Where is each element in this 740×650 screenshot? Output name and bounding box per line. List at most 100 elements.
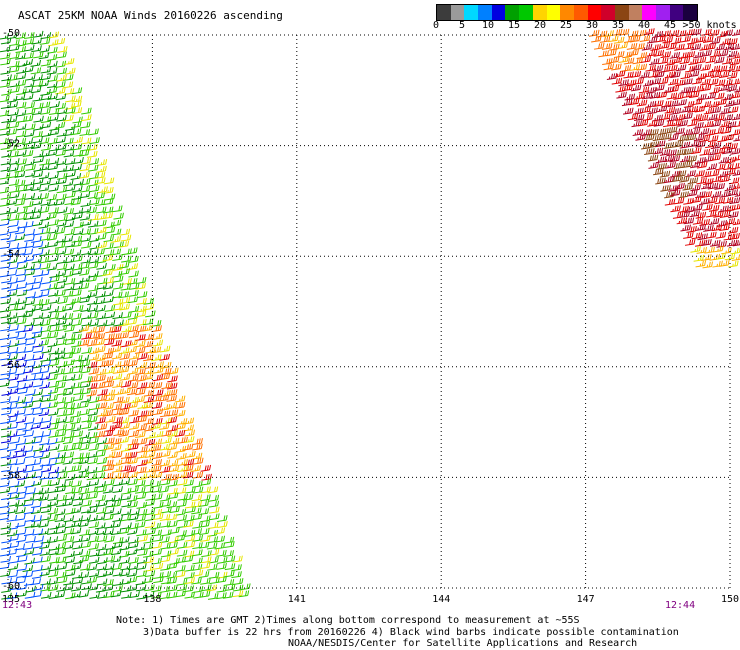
wind-barb	[15, 353, 27, 361]
wind-barb	[71, 100, 82, 108]
wind-barb	[127, 359, 138, 367]
wind-barb	[110, 228, 122, 236]
wind-barb	[24, 360, 36, 368]
wind-barb	[70, 506, 82, 514]
wind-barb	[15, 346, 27, 354]
wind-barb	[135, 514, 146, 522]
wind-barb	[103, 528, 114, 536]
wind-barb	[23, 465, 34, 473]
wind-barb	[707, 148, 719, 156]
wind-barb	[664, 198, 676, 206]
wind-barb	[719, 259, 730, 267]
wind-barb	[168, 437, 180, 445]
wind-barb	[79, 268, 90, 276]
latitude-label: -56	[2, 360, 20, 371]
wind-barb	[111, 270, 123, 278]
wind-barb	[715, 252, 726, 260]
wind-barb	[71, 163, 82, 171]
colorbar-label: 0	[432, 20, 440, 31]
wind-barb	[15, 109, 27, 117]
wind-barb	[670, 37, 682, 45]
wind-barb	[630, 84, 642, 92]
wind-barb	[57, 297, 68, 304]
wind-barb	[152, 430, 164, 438]
wind-barb	[161, 473, 172, 481]
wind-barb	[15, 438, 27, 446]
wind-barb	[95, 233, 107, 241]
wind-barb	[56, 312, 67, 320]
wind-barb	[724, 253, 736, 261]
wind-barb	[88, 213, 99, 221]
wind-barb	[48, 226, 59, 234]
wind-barb	[8, 373, 20, 381]
wind-barb	[153, 576, 164, 584]
wind-barb	[80, 200, 92, 208]
wind-barb	[192, 486, 204, 494]
wind-barb	[136, 361, 148, 369]
wind-barb	[30, 507, 42, 515]
wind-barb	[160, 361, 172, 369]
wind-barb	[95, 543, 107, 551]
wind-barb	[722, 196, 734, 204]
wind-barb	[702, 120, 714, 128]
wind-barb	[71, 340, 82, 348]
wind-barb	[7, 563, 19, 571]
wind-barb	[731, 113, 740, 121]
wind-barb	[48, 207, 59, 215]
wind-barb	[622, 51, 633, 59]
wind-barb	[40, 59, 52, 67]
wind-barb	[111, 459, 123, 467]
wind-barb	[63, 248, 75, 256]
wind-barb	[716, 65, 728, 73]
wind-barb	[135, 276, 147, 284]
wind-barb	[709, 29, 720, 37]
wind-barb	[207, 529, 219, 537]
wind-barb	[182, 471, 194, 479]
wind-barb	[86, 389, 98, 397]
wind-barb	[646, 36, 658, 44]
wind-barb	[95, 374, 106, 382]
wind-barb	[32, 298, 44, 306]
wind-barb	[70, 128, 82, 136]
wind-barb	[86, 431, 98, 439]
wind-barb	[175, 570, 186, 578]
wind-barb	[81, 332, 92, 340]
wind-barb	[87, 261, 99, 269]
wind-barb	[634, 42, 645, 50]
wind-barb	[104, 193, 116, 201]
wind-barb	[112, 298, 124, 306]
wind-barb	[707, 78, 719, 86]
wind-barb	[134, 395, 146, 403]
wind-barb	[16, 143, 28, 151]
wind-barb	[39, 548, 51, 556]
wind-barb	[57, 402, 68, 410]
wind-barb	[55, 149, 67, 157]
colorbar-segment	[669, 5, 684, 20]
wind-barb	[63, 58, 75, 66]
wind-barb	[0, 164, 12, 172]
wind-barb	[81, 422, 92, 430]
wind-barb	[673, 162, 685, 170]
wind-barb	[64, 158, 76, 166]
wind-barb	[701, 239, 712, 246]
wind-barb	[48, 312, 60, 320]
wind-barb	[64, 493, 75, 501]
wind-barb	[660, 184, 671, 192]
wind-barb	[47, 577, 59, 585]
wind-barb	[192, 438, 203, 445]
wind-barb	[7, 74, 18, 82]
wind-barb	[166, 562, 178, 570]
wind-barb	[102, 212, 114, 220]
wind-barb	[14, 458, 26, 466]
wind-barb	[22, 310, 34, 318]
wind-barb	[729, 58, 740, 66]
wind-barb	[64, 256, 75, 264]
wind-barb	[644, 133, 655, 141]
wind-barb	[30, 67, 42, 75]
wind-barb	[184, 591, 196, 599]
wind-barb	[725, 121, 737, 129]
wind-barb	[151, 485, 162, 493]
wind-barb	[111, 332, 122, 340]
wind-barb	[705, 210, 717, 218]
